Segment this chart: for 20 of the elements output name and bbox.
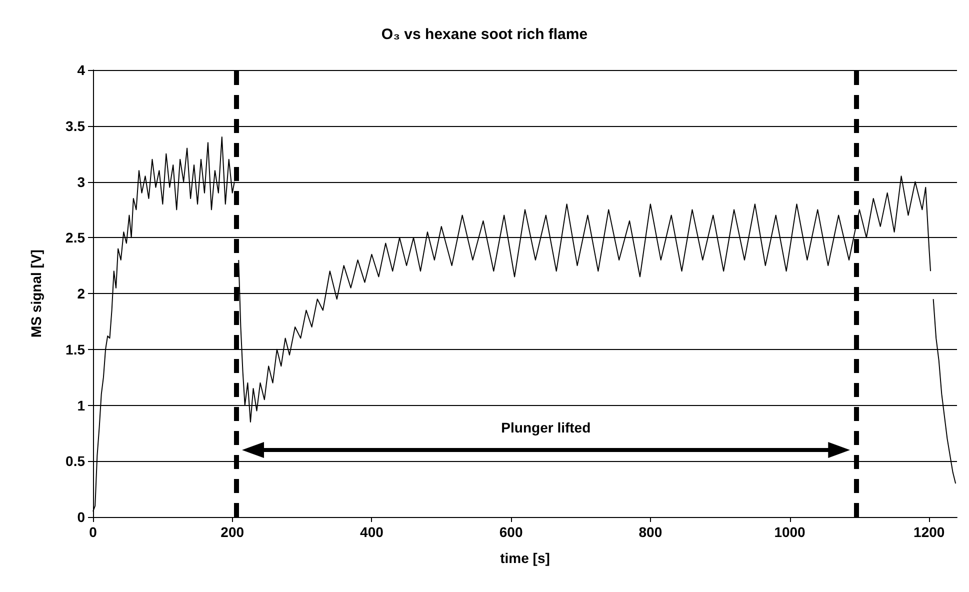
y-tick-label: 3 [77,174,86,190]
x-tick-label: 800 [638,524,662,540]
y-tick-label: 2 [77,286,86,302]
y-tick-label: 2.5 [66,230,86,246]
x-tick-label: 0 [89,524,98,540]
y-tick-label: 0 [77,509,86,525]
x-tick-label: 600 [499,524,523,540]
y-tick-label: 1 [77,397,86,414]
x-tick-label: 1200 [914,524,945,540]
x-axis-title: time [s] [500,550,550,566]
x-tick-label: 400 [360,524,384,540]
y-tick-label: 4 [77,62,86,78]
y-tick-label: 1.5 [66,341,86,358]
x-tick-label: 200 [220,524,244,540]
y-tick-label: 3.5 [66,118,86,134]
y-tick-label: 0.5 [66,453,86,470]
annotation: Plunger lifted [501,420,591,436]
x-tick-label: 1000 [774,524,806,540]
chart-title: O₃ vs hexane soot rich flame [381,26,588,43]
y-axis-title: MS signal [V] [28,250,44,338]
